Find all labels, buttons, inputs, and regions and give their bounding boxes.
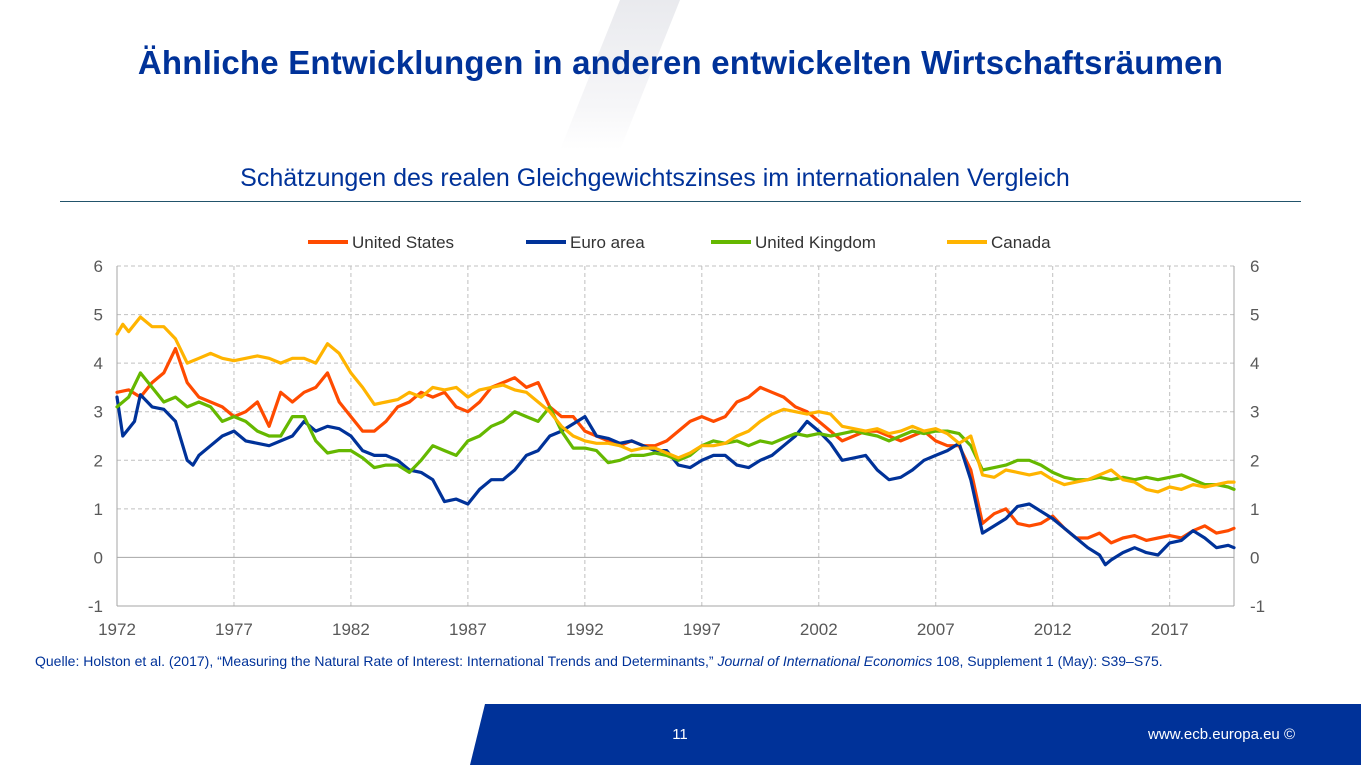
y-tick-label-left: -1 (88, 597, 103, 616)
y-tick-label-left: 4 (94, 354, 103, 373)
legend-label-euro-area: Euro area (570, 233, 645, 252)
source-note: Quelle: Holston et al. (2017), “Measurin… (35, 652, 1235, 670)
x-tick-label: 2012 (1034, 620, 1072, 639)
plot-area: -1 -1 0 0 1 1 2 2 3 3 4 4 5 5 6 6 1972 1977 1982 1987 1992 19… (88, 257, 1265, 639)
y-tick-label-right: 5 (1250, 306, 1259, 325)
x-tick-label: 1987 (449, 620, 487, 639)
y-tick-label-right: 0 (1250, 548, 1259, 567)
chart-title: Schätzungen des realen Gleichgewichtszin… (240, 164, 1070, 192)
y-tick-label-left: 3 (94, 403, 103, 422)
legend: United States Euro area United Kingdom C… (308, 233, 1051, 252)
legend-item-united-kingdom: United Kingdom (711, 233, 876, 252)
y-tick-label-left: 1 (94, 500, 103, 519)
title-divider (60, 201, 1301, 202)
y-tick-label-right: 4 (1250, 354, 1259, 373)
slide-title: Ähnliche Entwicklungen in anderen entwic… (137, 44, 1224, 81)
x-tick-label: 2017 (1151, 620, 1189, 639)
y-tick-label-left: 6 (94, 257, 103, 276)
legend-label-canada: Canada (991, 233, 1051, 252)
y-tick-label-left: 2 (94, 451, 103, 470)
y-tick-label-right: 2 (1250, 451, 1259, 470)
y-tick-label-right: 6 (1250, 257, 1259, 276)
line-chart: United States Euro area United Kingdom C… (88, 233, 1265, 639)
x-tick-label: 2002 (800, 620, 838, 639)
y-tick-label-right: -1 (1250, 597, 1265, 616)
series-line-united-kingdom (115, 371, 1236, 491)
source-journal: Journal of International Economics (717, 653, 933, 669)
series-line-euro-area (115, 393, 1236, 567)
y-tick-label-right: 3 (1250, 403, 1259, 422)
source-text: Quelle: Holston et al. (2017), “Measurin… (35, 653, 718, 669)
y-tick-label-left: 5 (94, 306, 103, 325)
legend-item-united-states: United States (308, 233, 454, 252)
source-citation: 108, Supplement 1 (May): S39–S75. (932, 653, 1163, 669)
legend-item-canada: Canada (947, 233, 1051, 252)
y-tick-label-left: 0 (94, 548, 103, 567)
x-tick-label: 1972 (98, 620, 136, 639)
footer-url[interactable]: www.ecb.europa.eu © (1148, 726, 1295, 743)
series-line-canada (115, 315, 1236, 494)
y-tick-label-right: 1 (1250, 500, 1259, 519)
legend-item-euro-area: Euro area (526, 233, 645, 252)
x-tick-label: 1977 (215, 620, 253, 639)
legend-label-united-states: United States (352, 233, 454, 252)
page-number: 11 (672, 726, 688, 743)
series-line-united-states (115, 347, 1236, 545)
x-tick-label: 1997 (683, 620, 721, 639)
footer-band (470, 704, 1361, 765)
x-tick-label: 1992 (566, 620, 604, 639)
x-tick-label: 2007 (917, 620, 955, 639)
legend-label-united-kingdom: United Kingdom (755, 233, 876, 252)
x-tick-label: 1982 (332, 620, 370, 639)
